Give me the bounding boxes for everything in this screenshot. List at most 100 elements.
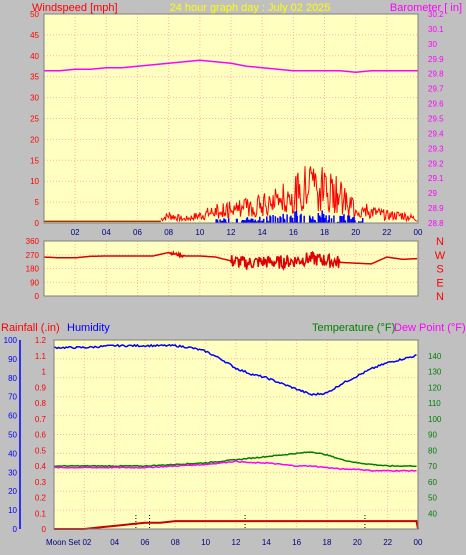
barometer-tick-label: 29.5 (428, 115, 444, 124)
x-tick-label: 14 (262, 538, 271, 547)
windspeed-tick-label: 30 (30, 94, 39, 103)
humidity-tick-label: 70 (8, 393, 17, 402)
x-tick-label: 10 (201, 538, 210, 547)
barometer-tick-label: 30.2 (428, 10, 444, 19)
wind-speed-line (160, 166, 418, 223)
windspeed-tick-label: 15 (30, 156, 39, 165)
rainfall-tick-label: 0.6 (35, 431, 47, 440)
rainfall-line (54, 520, 419, 530)
dewpoint-axis-label: Dew Point (°F) (394, 322, 466, 334)
rainfall-tick-label: 1.2 (35, 336, 47, 345)
humidity-y-ticks: 0 10 20 30 40 50 60 70 80 90 100 (4, 336, 18, 534)
barometer-tick-label: 29.7 (428, 85, 444, 94)
x-tick-label: 22 (383, 538, 392, 547)
wind-average-bars (215, 210, 364, 223)
temperature-tick-label: 50 (428, 494, 437, 503)
wind-barometer-series (44, 59, 418, 223)
temp-humidity-series (19, 340, 419, 530)
rainfall-tick-label: 1.1 (35, 352, 47, 361)
chart-title: 24 hour graph day : July 02 2025 (170, 2, 331, 14)
humidity-axis-label: Humidity (67, 322, 110, 334)
x-tick-label: 18 (320, 228, 329, 237)
rainfall-tick-label: 0.9 (35, 383, 47, 392)
windspeed-axis-label: Windspeed [mph] (32, 2, 118, 14)
temperature-tick-label: 100 (428, 415, 442, 424)
barometer-tick-label: 30 (428, 40, 437, 49)
temperature-tick-label: 140 (428, 352, 442, 361)
rainfall-axis-label: Rainfall (.in) (1, 322, 60, 334)
humidity-tick-label: 20 (8, 487, 17, 496)
temperature-tick-label: 80 (428, 446, 437, 455)
rainfall-tick-label: 0.4 (35, 462, 47, 471)
barometer-tick-label: 29.9 (428, 55, 444, 64)
wind-x-ticks: 02 04 06 08 10 12 14 16 18 20 22 00 (71, 228, 423, 237)
humidity-tick-label: 10 (8, 506, 17, 515)
barometer-tick-label: 29.4 (428, 129, 444, 138)
x-tick-label: 00 (414, 228, 423, 237)
compass-tick-label: N (436, 291, 444, 303)
x-tick-label: 14 (258, 228, 267, 237)
wind-direction-line (43, 250, 418, 272)
barometer-tick-label: 28.8 (428, 219, 444, 228)
windspeed-tick-label: 20 (30, 135, 39, 144)
temperature-tick-label: 40 (428, 509, 437, 518)
x-tick-label: 10 (195, 228, 204, 237)
barometer-tick-label: 29.3 (428, 144, 444, 153)
compass-tick-label: S (436, 264, 443, 276)
humidity-tick-label: 60 (8, 412, 17, 421)
temp-humidity-grid (54, 340, 418, 529)
x-tick-label: 20 (351, 228, 360, 237)
rainfall-tick-label: 0.1 (35, 509, 47, 518)
barometer-tick-label: 28.9 (428, 204, 444, 213)
dewpoint-line (53, 459, 417, 472)
windspeed-tick-label: 45 (30, 31, 39, 40)
compass-tick-label: E (436, 277, 443, 289)
barometer-y-ticks: 28.8 28.9 29 29.1 29.2 29.3 29.4 29.5 29.6 29.7 29… (428, 10, 444, 228)
rainfall-tick-label: 0.5 (35, 446, 47, 455)
temperature-axis-label: Temperature (°F) (312, 322, 395, 334)
direction-tick-label: 90 (30, 278, 39, 287)
temperature-tick-label: 60 (428, 478, 437, 487)
direction-tick-label: 270 (26, 251, 40, 260)
direction-tick-label: 180 (26, 265, 40, 274)
direction-degree-ticks: 0 90 180 270 360 (26, 237, 40, 301)
x-tick-label: 18 (323, 538, 332, 547)
windspeed-tick-label: 5 (35, 198, 40, 207)
wind-barometer-grid (44, 14, 418, 223)
barometer-tick-label: 29 (428, 189, 437, 198)
x-tick-label: 02 (71, 228, 80, 237)
humidity-tick-label: 50 (8, 431, 17, 440)
windspeed-tick-label: 40 (30, 52, 39, 61)
rainfall-tick-label: 0.3 (35, 478, 47, 487)
windspeed-y-ticks: 0 5 10 15 20 25 30 35 40 45 50 (30, 10, 39, 228)
barometer-tick-label: 29.1 (428, 174, 444, 183)
rainfall-tick-label: 0.2 (35, 494, 47, 503)
x-tick-label: 12 (232, 538, 241, 547)
humidity-tick-label: 80 (8, 374, 17, 383)
temperature-tick-label: 110 (428, 399, 441, 408)
windspeed-tick-label: 10 (30, 177, 39, 186)
wind-direction-grid (44, 241, 418, 296)
wind-direction-series (43, 250, 418, 272)
direction-tick-label: 360 (26, 237, 40, 246)
rainfall-tick-label: 0.8 (35, 399, 47, 408)
x-tick-label: 06 (141, 538, 150, 547)
barometer-axis-label: Barometer [ in] (390, 2, 462, 14)
temp-x-ticks: 04 06 08 10 12 14 16 18 20 22 00 (110, 538, 423, 547)
compass-tick-label: N (436, 236, 444, 248)
x-tick-label: 16 (289, 228, 298, 237)
x-tick-label: 04 (110, 538, 119, 547)
x-tick-label: 16 (292, 538, 301, 547)
direction-tick-label: 0 (35, 292, 40, 301)
humidity-tick-label: 100 (4, 336, 18, 345)
humidity-tick-label: 0 (13, 525, 18, 534)
windspeed-tick-label: 50 (30, 10, 39, 19)
rainfall-tick-label: 0.7 (35, 415, 47, 424)
barometer-tick-label: 30.1 (428, 25, 444, 34)
x-tick-label: 08 (164, 228, 173, 237)
x-tick-label: 06 (133, 228, 142, 237)
moon-set-label: Moon Set 02 (46, 538, 92, 547)
x-tick-label: 20 (353, 538, 362, 547)
